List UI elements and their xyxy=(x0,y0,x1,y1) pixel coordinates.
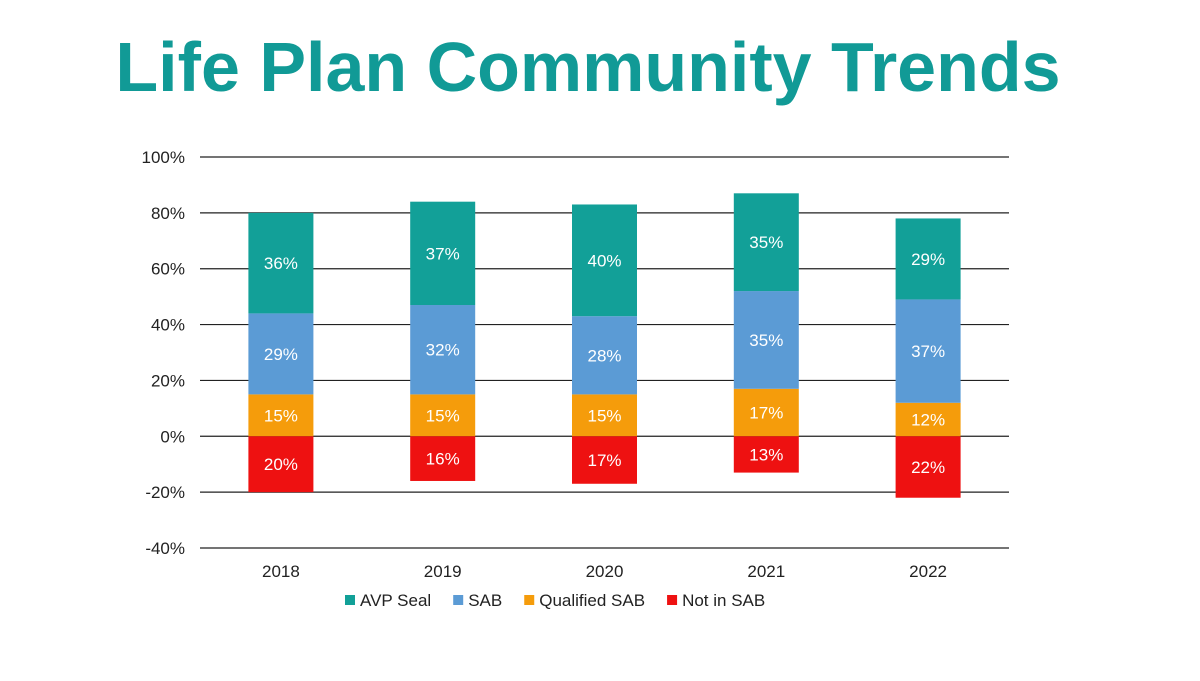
data-label: 20% xyxy=(264,455,298,474)
x-tick-label: 2021 xyxy=(747,562,785,581)
y-tick-label: 20% xyxy=(151,371,185,390)
data-label: 29% xyxy=(911,250,945,269)
y-tick-label: 60% xyxy=(151,260,185,279)
x-tick-label: 2019 xyxy=(424,562,462,581)
data-label: 35% xyxy=(749,331,783,350)
data-label: 37% xyxy=(911,342,945,361)
legend-label: SAB xyxy=(468,591,502,610)
data-label: 35% xyxy=(749,233,783,252)
bar-segment xyxy=(733,193,799,292)
x-tick-label: 2020 xyxy=(586,562,624,581)
data-label: 32% xyxy=(426,341,460,360)
data-label: 15% xyxy=(587,406,621,425)
x-tick-label: 2022 xyxy=(909,562,947,581)
legend-swatch xyxy=(524,595,535,605)
data-label: 40% xyxy=(587,251,621,270)
data-label: 29% xyxy=(264,345,298,364)
data-label: 12% xyxy=(911,411,945,430)
bar-segment xyxy=(895,436,961,498)
legend-swatch xyxy=(667,595,678,605)
bar-segment xyxy=(572,204,637,317)
bar-segment xyxy=(733,436,799,473)
bar-segment xyxy=(895,402,961,437)
legend-swatch xyxy=(345,595,355,605)
y-tick-label: 0% xyxy=(160,427,185,446)
bar-segment xyxy=(248,313,314,395)
y-tick-label: 100% xyxy=(142,148,185,167)
data-label: 15% xyxy=(264,406,298,425)
bar-segment xyxy=(572,394,637,437)
data-label: 22% xyxy=(911,458,945,477)
y-tick-label: -40% xyxy=(145,539,185,558)
data-label: 13% xyxy=(749,445,783,464)
bar-segment xyxy=(895,218,961,300)
data-label: 17% xyxy=(749,404,783,423)
bar-segment xyxy=(572,316,637,395)
bar-segment xyxy=(248,436,314,493)
data-label: 36% xyxy=(264,254,298,273)
legend-swatch xyxy=(453,595,464,605)
chart-title: Life Plan Community Trends xyxy=(115,28,1061,106)
data-label: 16% xyxy=(426,450,460,469)
bar-segment xyxy=(410,305,476,395)
bar-segment xyxy=(248,394,314,437)
y-tick-label: 80% xyxy=(151,204,185,223)
y-tick-label: -20% xyxy=(145,483,185,502)
bar-segment xyxy=(410,394,476,437)
bar-segment xyxy=(733,388,799,437)
legend-label: Not in SAB xyxy=(682,591,765,610)
legend-label: Qualified SAB xyxy=(539,591,645,610)
x-tick-label: 2018 xyxy=(262,562,300,581)
data-label: 17% xyxy=(587,451,621,470)
bar-segment xyxy=(248,212,314,314)
y-tick-label: 40% xyxy=(151,316,185,335)
bar-segment xyxy=(410,436,476,481)
data-label: 15% xyxy=(426,406,460,425)
legend-label: AVP Seal xyxy=(360,591,431,610)
bar-segment xyxy=(895,299,961,403)
data-label: 37% xyxy=(426,244,460,263)
bar-segment xyxy=(410,201,476,306)
data-label: 28% xyxy=(587,346,621,365)
bar-segment xyxy=(733,291,799,389)
bar-segment xyxy=(572,436,637,484)
